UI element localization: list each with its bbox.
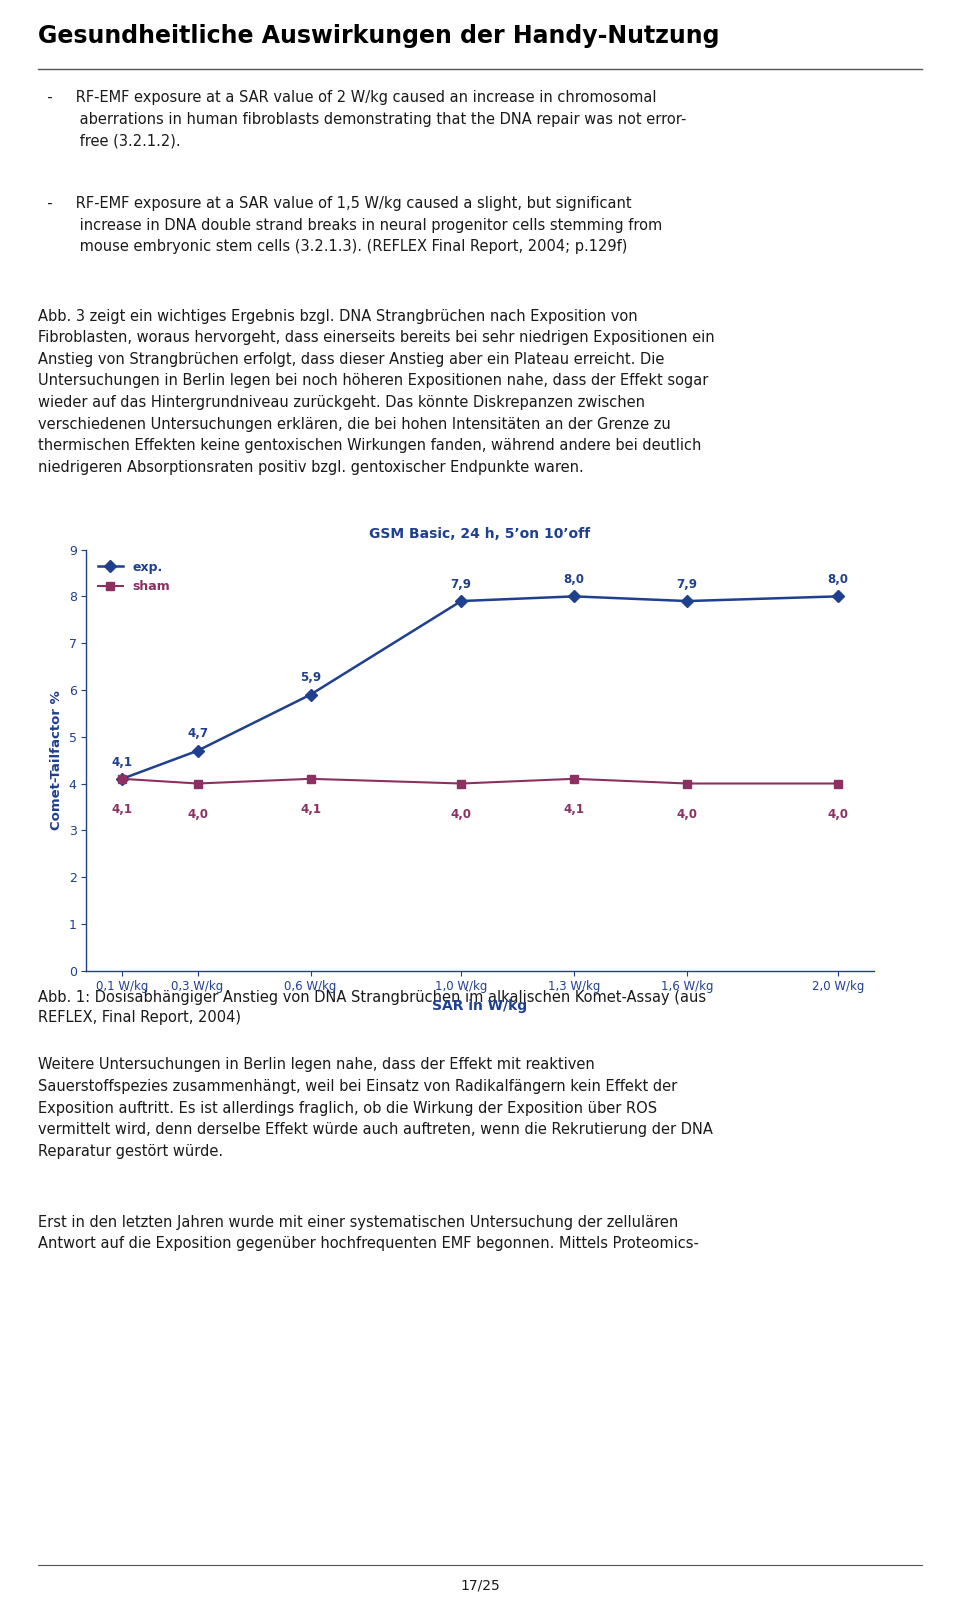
Text: 17/25: 17/25 (460, 1578, 500, 1593)
Text: 8,0: 8,0 (564, 574, 585, 587)
Text: 5,9: 5,9 (300, 672, 321, 685)
Text: 4,0: 4,0 (677, 808, 698, 821)
Text: 4,1: 4,1 (564, 804, 585, 816)
Text: 4,1: 4,1 (111, 804, 132, 816)
Text: -     RF-EMF exposure at a SAR value of 2 W/kg caused an increase in chromosomal: - RF-EMF exposure at a SAR value of 2 W/… (38, 90, 686, 148)
Text: 4,7: 4,7 (187, 728, 208, 741)
Text: 4,1: 4,1 (300, 804, 321, 816)
Text: 4,1: 4,1 (111, 755, 132, 768)
Text: 7,9: 7,9 (677, 579, 698, 591)
Text: -     RF-EMF exposure at a SAR value of 1,5 W/kg caused a slight, but significan: - RF-EMF exposure at a SAR value of 1,5 … (38, 196, 662, 254)
Text: 7,9: 7,9 (450, 579, 471, 591)
Text: Erst in den letzten Jahren wurde mit einer systematischen Untersuchung der zellu: Erst in den letzten Jahren wurde mit ein… (38, 1215, 699, 1252)
Text: 4,0: 4,0 (828, 808, 849, 821)
Y-axis label: Comet-Tailfactor %: Comet-Tailfactor % (50, 691, 63, 829)
Text: 8,0: 8,0 (828, 574, 849, 587)
Text: Abb. 1: Dosisabhängiger Anstieg von DNA Strangbrüchen im alkalischen Komet-Assay: Abb. 1: Dosisabhängiger Anstieg von DNA … (38, 990, 707, 1025)
Text: 4,0: 4,0 (450, 808, 471, 821)
Text: Gesundheitliche Auswirkungen der Handy-Nutzung: Gesundheitliche Auswirkungen der Handy-N… (38, 24, 720, 48)
Text: 4,0: 4,0 (187, 808, 208, 821)
Legend: exp., sham: exp., sham (93, 556, 176, 598)
Text: Abb. 3 zeigt ein wichtiges Ergebnis bzgl. DNA Strangbrüchen nach Exposition von
: Abb. 3 zeigt ein wichtiges Ergebnis bzgl… (38, 309, 715, 474)
X-axis label: SAR in W/kg: SAR in W/kg (432, 1000, 528, 1012)
Text: Weitere Untersuchungen in Berlin legen nahe, dass der Effekt mit reaktiven
Sauer: Weitere Untersuchungen in Berlin legen n… (38, 1057, 713, 1159)
Title: GSM Basic, 24 h, 5’on 10’off: GSM Basic, 24 h, 5’on 10’off (370, 527, 590, 542)
